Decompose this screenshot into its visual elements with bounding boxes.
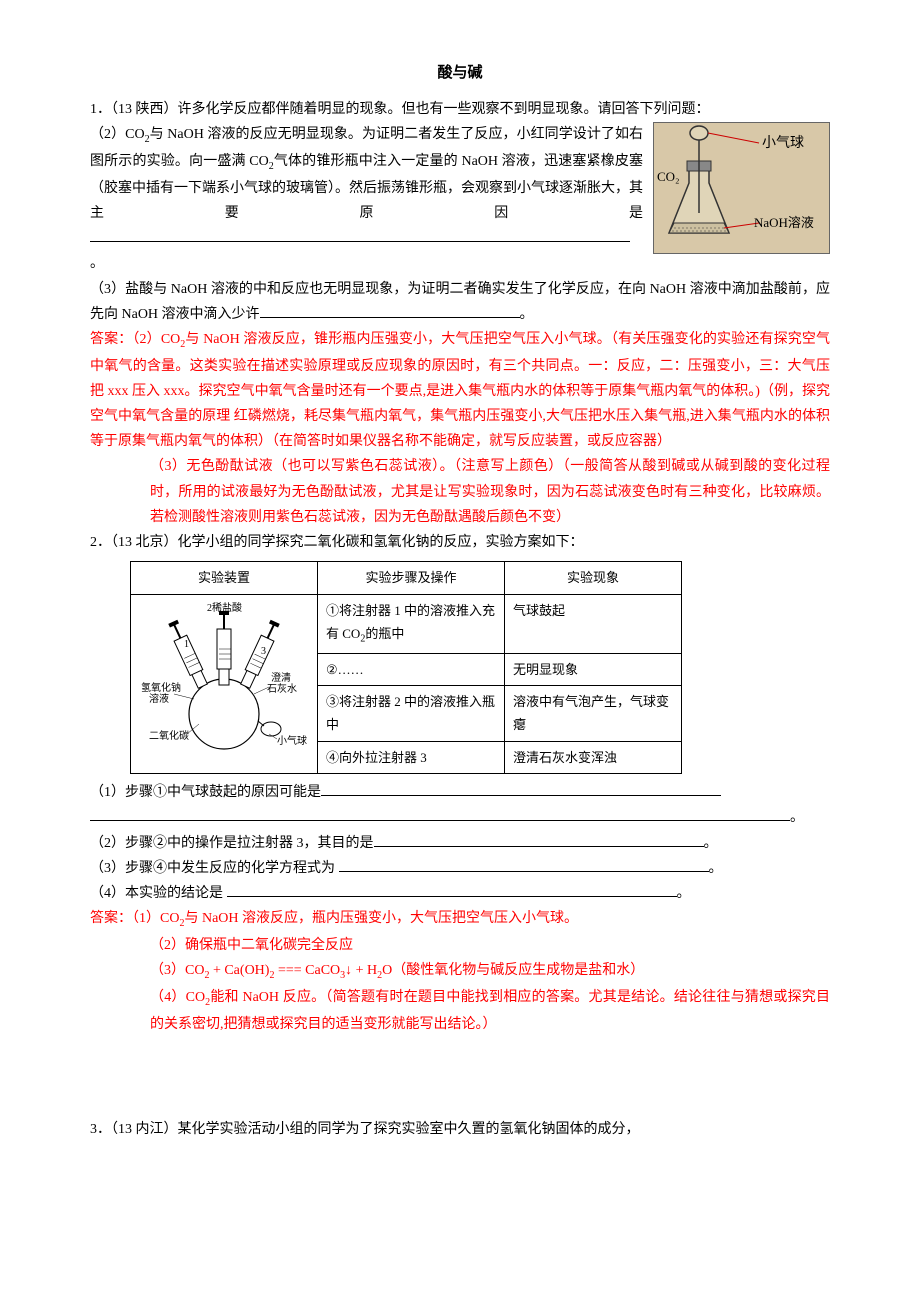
q2-sub1: （1）步骤①中气球鼓起的原因可能是 — [90, 780, 830, 805]
q1-p3: （3）盐酸与 NaOH 溶液的中和反应也无明显现象，为证明二者确实发生了化学反应… — [90, 277, 830, 327]
table-cell: 无明显现象 — [505, 653, 682, 685]
q2-answer-4: （4）CO2能和 NaOH 反应。（简答题有时在题目中能找到相应的答案。尤其是结… — [150, 985, 830, 1037]
svg-text:氢氧化钠: 氢氧化钠 — [141, 681, 181, 694]
q2-table: 实验装置 实验步骤及操作 实验现象 — [130, 561, 682, 774]
table-cell: ②…… — [318, 653, 505, 685]
q1-answer-3: （3）无色酚酞试液（也可以写紫色石蕊试液）。（注意写上颜色）（一般简答从酸到碱或… — [150, 454, 830, 530]
svg-text:1: 1 — [184, 639, 189, 650]
svg-text:溶液: 溶液 — [149, 692, 169, 705]
table-cell: ④向外拉注射器 3 — [318, 741, 505, 773]
blank — [339, 871, 709, 872]
svg-text:2稀盐酸: 2稀盐酸 — [207, 601, 242, 614]
blank — [227, 896, 677, 897]
fig1-co2-label: CO₂ — [657, 169, 680, 184]
q3-stem: 3．（13 内江）某化学实验活动小组的同学为了探究实验室中久置的氢氧化钠固体的成… — [90, 1117, 830, 1142]
fig1-naoh-label: NaOH溶液 — [754, 215, 814, 230]
blank — [321, 795, 721, 796]
table-cell: 澄清石灰水变浑浊 — [505, 741, 682, 773]
blank — [374, 846, 704, 847]
table-cell: ③将注射器 2 中的溶液推入瓶中 — [318, 685, 505, 741]
q2-answer-3: （3）CO2 + Ca(OH)2 === CaCO3↓ + H2O（酸性氧化物与… — [150, 958, 830, 985]
blank — [260, 317, 520, 318]
q2-sub2: （2）步骤②中的操作是拉注射器 3，其目的是。 — [90, 831, 830, 856]
svg-text:石灰水: 石灰水 — [267, 682, 297, 695]
blank — [90, 241, 630, 242]
svg-text:二氧化碳: 二氧化碳 — [149, 729, 189, 742]
table-cell: 气球鼓起 — [505, 594, 682, 653]
svg-text:小气球: 小气球 — [277, 734, 307, 747]
q1-figure: CO₂ 小气球 NaOH溶液 — [653, 122, 830, 254]
table-header: 实验装置 — [131, 562, 318, 594]
table-header: 实验现象 — [505, 562, 682, 594]
q2-answer-1: 答案：（1）CO2与 NaOH 溶液反应，瓶内压强变小，大气压把空气压入小气球。 — [90, 906, 830, 933]
blank — [90, 820, 790, 821]
device-cell: 2稀盐酸 1 3 氢氧化钠 溶液 澄清 石灰水 二氧化碳 小气球 — [131, 594, 318, 774]
table-header: 实验步骤及操作 — [318, 562, 505, 594]
q2-sub1b: 。 — [90, 805, 830, 830]
q2-sub4: （4）本实验的结论是 。 — [90, 881, 830, 906]
svg-text:澄清: 澄清 — [271, 671, 291, 684]
q2-sub3: （3）步骤④中发生反应的化学方程式为 。 — [90, 856, 830, 881]
page-title: 酸与碱 — [90, 60, 830, 87]
q2-stem: 2．（13 北京）化学小组的同学探究二氧化碳和氢氧化钠的反应，实验方案如下： — [90, 530, 830, 555]
fig1-ball-label: 小气球 — [762, 135, 804, 151]
q1-answer-2: 答案：（2）CO2与 NaOH 溶液反应，锥形瓶内压强变小，大气压把空气压入小气… — [90, 327, 830, 455]
q2-answer-2: （2）确保瓶中二氧化碳完全反应 — [150, 933, 830, 958]
q1-stem: 1．（13 陕西）许多化学反应都伴随着明显的现象。但也有一些观察不到明显现象。请… — [90, 97, 830, 122]
table-cell: ①将注射器 1 中的溶液推入充有 CO2的瓶中 — [318, 594, 505, 653]
svg-text:3: 3 — [261, 646, 266, 657]
table-cell: 溶液中有气泡产生，气球变瘪 — [505, 685, 682, 741]
